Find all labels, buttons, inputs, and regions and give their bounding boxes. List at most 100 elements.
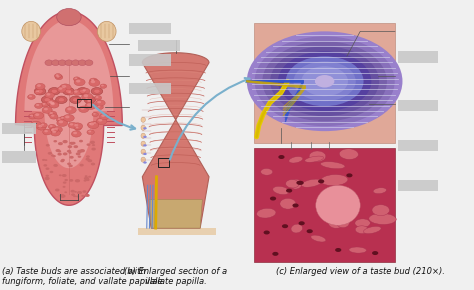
Circle shape [35,103,43,108]
Ellipse shape [78,60,86,66]
Circle shape [55,74,62,78]
Circle shape [86,99,93,104]
Circle shape [318,179,324,183]
Circle shape [82,190,86,193]
Circle shape [94,89,100,93]
Ellipse shape [301,66,348,96]
Circle shape [30,115,33,117]
Bar [158,158,169,167]
Ellipse shape [293,61,356,101]
Text: (a) Taste buds are associated with
fungiform, foliate, and vallate papillae.: (a) Taste buds are associated with fungi… [2,267,165,286]
Circle shape [70,142,74,145]
FancyBboxPatch shape [129,54,171,66]
FancyBboxPatch shape [138,40,180,51]
Circle shape [296,181,302,185]
Circle shape [65,115,70,118]
Circle shape [55,149,60,152]
Ellipse shape [369,213,396,224]
Circle shape [55,188,60,191]
Circle shape [50,114,58,119]
Circle shape [77,191,81,194]
Ellipse shape [65,60,73,66]
Circle shape [58,98,64,102]
Circle shape [55,96,67,104]
Ellipse shape [141,133,146,138]
Circle shape [143,153,147,155]
Circle shape [76,126,78,128]
Circle shape [35,84,45,90]
Circle shape [101,85,104,86]
Circle shape [60,160,64,162]
Circle shape [54,140,57,142]
Circle shape [143,144,147,146]
Circle shape [50,125,53,127]
Circle shape [88,176,91,178]
Circle shape [91,163,95,165]
Ellipse shape [273,186,290,195]
Circle shape [85,175,88,177]
Ellipse shape [319,206,342,216]
Circle shape [50,130,60,136]
Circle shape [59,194,64,197]
Circle shape [58,118,61,120]
Ellipse shape [289,157,303,163]
FancyBboxPatch shape [398,51,438,63]
Circle shape [70,123,73,126]
Circle shape [143,136,147,138]
Ellipse shape [280,198,296,209]
Circle shape [80,164,84,166]
Circle shape [61,117,64,119]
Circle shape [335,248,341,252]
Circle shape [85,194,90,197]
Circle shape [68,122,77,128]
Circle shape [46,167,49,170]
Circle shape [81,107,84,110]
Ellipse shape [364,226,381,234]
Circle shape [50,127,58,133]
Ellipse shape [316,185,360,225]
Ellipse shape [141,157,146,162]
FancyBboxPatch shape [398,180,438,191]
Polygon shape [149,200,202,228]
Circle shape [96,105,103,109]
Circle shape [48,101,52,103]
Circle shape [60,116,67,121]
Circle shape [94,95,101,100]
Circle shape [67,90,74,95]
Circle shape [52,128,55,130]
Circle shape [74,124,78,126]
Ellipse shape [72,60,80,66]
Ellipse shape [320,162,345,169]
Circle shape [76,152,81,155]
Ellipse shape [58,60,66,66]
Circle shape [90,141,95,144]
Circle shape [58,142,63,145]
Ellipse shape [256,208,276,218]
Ellipse shape [286,56,364,106]
Circle shape [78,155,81,158]
Circle shape [87,98,93,102]
Circle shape [49,101,59,107]
Circle shape [33,112,44,119]
Ellipse shape [141,149,146,154]
Circle shape [92,144,95,146]
Circle shape [34,88,46,95]
Circle shape [86,143,91,146]
Circle shape [45,177,50,180]
Circle shape [81,195,84,197]
Circle shape [57,153,62,155]
Circle shape [61,195,65,198]
Circle shape [70,142,73,144]
Ellipse shape [311,235,326,242]
Circle shape [47,100,56,106]
Circle shape [51,115,55,117]
FancyBboxPatch shape [129,83,171,94]
Circle shape [86,178,89,180]
Circle shape [93,122,96,124]
Ellipse shape [247,31,402,131]
Circle shape [52,130,56,133]
Circle shape [63,88,74,95]
Ellipse shape [339,149,358,160]
Circle shape [87,103,91,106]
Circle shape [89,79,100,86]
